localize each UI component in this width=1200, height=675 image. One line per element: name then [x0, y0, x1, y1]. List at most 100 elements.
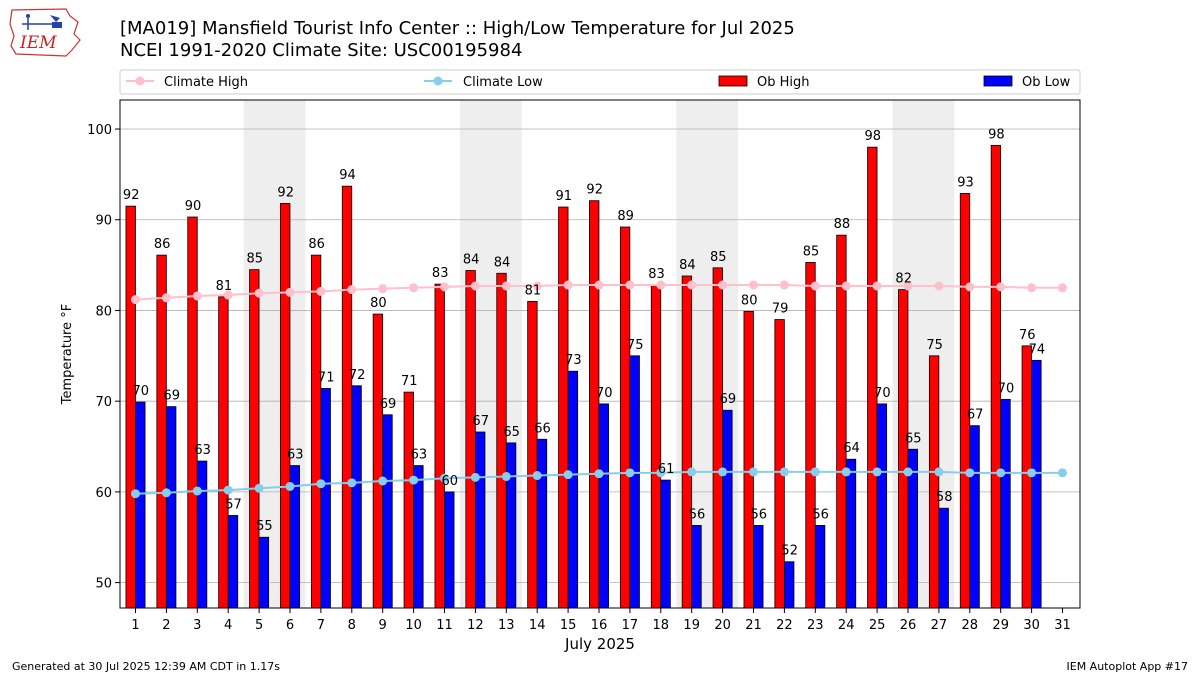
climate-high-point	[501, 281, 511, 291]
climate-low-point	[841, 467, 851, 477]
ob-high-label: 81	[525, 283, 542, 298]
ob-low-label: 65	[905, 431, 922, 446]
x-tick-label: 2	[162, 618, 170, 633]
ob-low-bar	[814, 525, 826, 609]
climate-high-point	[254, 288, 264, 298]
x-tick-label: 6	[286, 618, 294, 633]
climate-high-point	[656, 280, 666, 290]
ob-high-bar	[681, 275, 693, 609]
ob-high-label: 98	[865, 129, 882, 144]
climate-high-point	[378, 284, 388, 294]
ob-low-label: 64	[843, 441, 860, 456]
climate-high-point	[131, 295, 140, 305]
climate-high-point	[625, 280, 635, 290]
ob-high-bar	[712, 267, 723, 609]
climate-low-point	[532, 471, 542, 481]
ob-high-label: 79	[772, 302, 789, 317]
ob-high-bar	[310, 254, 322, 609]
ob-low-bar	[475, 431, 486, 609]
climate-low-point	[718, 467, 728, 477]
ob-high-bar	[125, 205, 136, 609]
x-tick-label: 14	[529, 618, 546, 633]
ob-low-bar	[444, 491, 455, 609]
x-tick-label: 25	[869, 618, 886, 633]
x-tick-label: 21	[745, 618, 762, 633]
ob-low-bar	[753, 525, 764, 609]
ob-high-bar	[898, 289, 909, 609]
climate-low-point	[223, 485, 233, 495]
climate-high-point	[316, 286, 326, 296]
ob-low-bar	[505, 442, 517, 609]
legend-item-ob-high: Ob High	[718, 75, 810, 90]
ob-low-bar	[722, 409, 733, 609]
ob-high-bar	[249, 269, 260, 609]
x-axis-label: July 2025	[564, 635, 635, 653]
app-credit: IEM Autoplot App #17	[1066, 660, 1189, 673]
ob-low-label: 70	[874, 386, 891, 401]
x-tick-label: 15	[560, 618, 577, 633]
x-tick-label: 22	[776, 618, 793, 633]
x-tick-label: 9	[379, 618, 387, 633]
climate-low-point	[161, 488, 171, 498]
ob-high-bar	[558, 206, 569, 609]
ob-low-label: 66	[534, 421, 551, 436]
chart-subtitle: NCEI 1991-2020 Climate Site: USC00195984	[120, 40, 523, 61]
y-tick-label: 50	[95, 577, 112, 592]
generated-timestamp: Generated at 30 Jul 2025 12:39 AM CDT in…	[12, 660, 280, 673]
climate-low-point	[409, 475, 419, 485]
x-tick-label: 17	[622, 618, 639, 633]
x-tick-label: 26	[900, 618, 917, 633]
legend: Climate High Climate Low Ob High Ob Low	[119, 69, 1081, 95]
ob-low-bar	[845, 458, 857, 609]
climate-high-point	[532, 281, 542, 291]
ob-high-bar	[589, 200, 600, 609]
climate-low-point	[903, 467, 913, 477]
ob-low-bar	[166, 406, 177, 609]
ob-low-label: 65	[503, 425, 520, 440]
ob-high-label: 89	[617, 209, 634, 224]
ob-high-label: 83	[432, 266, 449, 281]
x-tick-label: 27	[931, 618, 948, 633]
ob-high-label: 81	[216, 279, 233, 294]
ob-high-label: 85	[247, 252, 264, 267]
legend-item-climate-high: Climate High	[126, 75, 248, 90]
climate-high-point	[223, 290, 233, 300]
legend-label-ob-low: Ob Low	[1022, 75, 1071, 90]
ob-low-bar	[227, 515, 239, 609]
ob-high-bar	[187, 216, 198, 609]
ob-low-label: 71	[318, 370, 335, 385]
x-tick-label: 18	[653, 618, 670, 633]
x-tick-label: 3	[193, 618, 201, 633]
climate-low-point	[934, 467, 944, 477]
ob-low-bar	[598, 403, 609, 609]
ob-high-label: 90	[185, 199, 202, 214]
climate-low-point	[378, 476, 388, 486]
ob-high-bar	[280, 203, 291, 609]
ob-low-label: 69	[163, 389, 180, 404]
y-tick-label: 100	[87, 123, 112, 138]
ob-low-label: 63	[194, 443, 211, 458]
climate-low-point	[749, 467, 758, 477]
ob-low-label: 74	[1029, 342, 1046, 357]
climate-low-point	[254, 483, 264, 493]
plot-frame	[119, 99, 1081, 609]
x-tick-label: 29	[992, 618, 1009, 633]
ob-high-label: 98	[988, 127, 1005, 142]
ob-high-bar	[805, 261, 816, 609]
ob-high-label: 71	[401, 374, 418, 389]
climate-high-point	[285, 287, 295, 297]
ob-high-bar	[959, 193, 971, 609]
climate-high-point	[470, 281, 480, 291]
ob-low-bar	[258, 536, 270, 609]
climate-low-point	[192, 486, 202, 496]
ob-low-bar	[536, 438, 548, 609]
ob-low-label: 60	[442, 474, 459, 489]
chart-title: [MA019] Mansfield Tourist Info Center ::…	[120, 18, 795, 39]
climate-high-point	[841, 281, 851, 291]
ob-low-bar	[320, 388, 331, 609]
ob-low-bar	[135, 401, 146, 609]
ob-high-bar	[434, 283, 445, 609]
y-tick-label: 80	[95, 304, 112, 319]
ob-low-label: 67	[967, 408, 984, 423]
ob-high-label: 88	[834, 217, 851, 232]
